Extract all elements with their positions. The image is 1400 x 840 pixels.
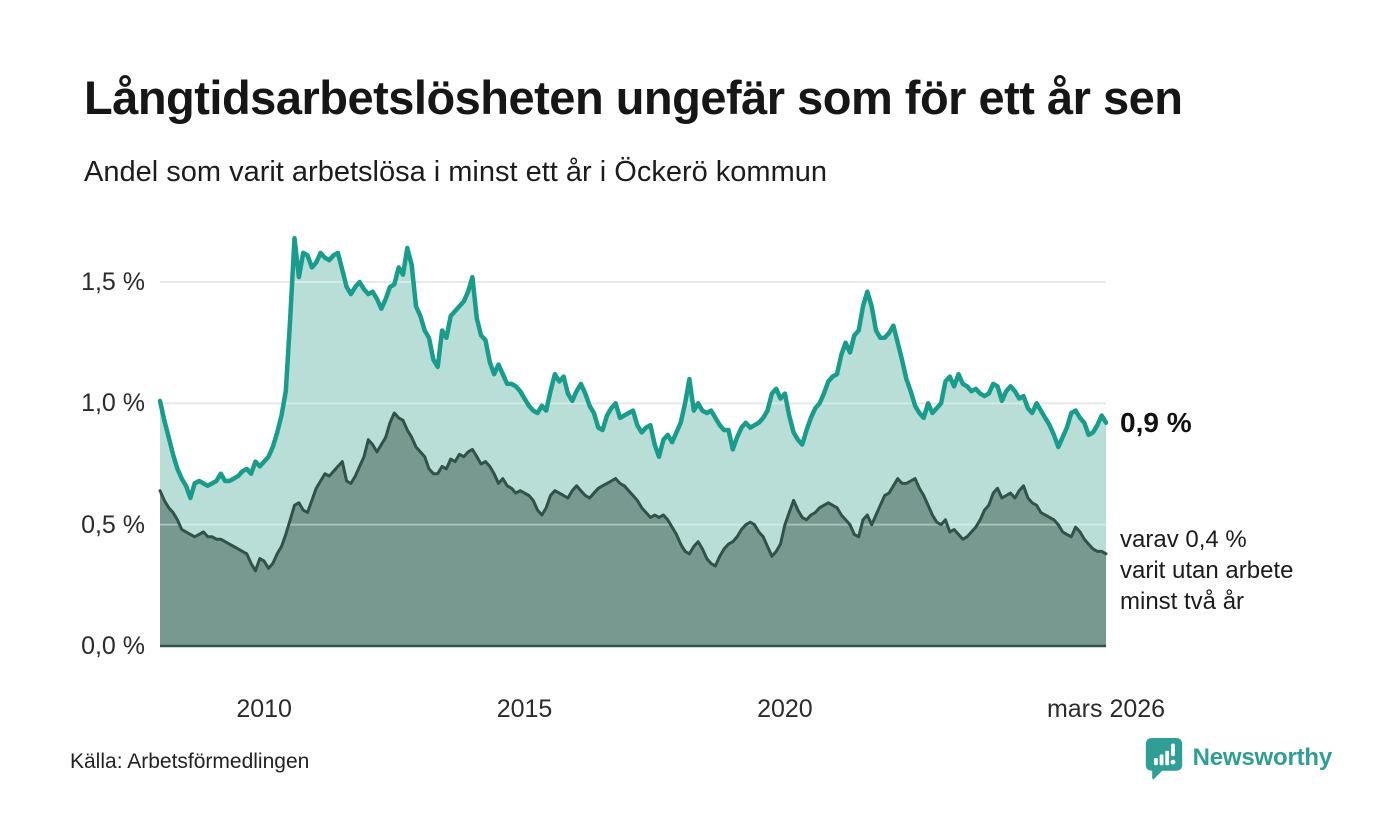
annotation-line-1: varav 0,4 % <box>1120 525 1247 553</box>
x-axis-label-2020: 2020 <box>757 695 813 723</box>
x-axis-label-mars-2026: mars 2026 <box>1046 695 1166 723</box>
y-axis-label-0-5: 0,5 % <box>81 510 145 539</box>
annotation-line-2: varit utan arbete <box>1120 556 1294 584</box>
annotation-line-3: minst två år <box>1120 587 1245 615</box>
end-value-label-primary: 0,9 % <box>1120 406 1192 438</box>
newsworthy-logo-text: Newsworthy <box>1192 744 1333 771</box>
x-axis-label-2010: 2010 <box>236 695 292 723</box>
y-axis-label-0: 0,0 % <box>81 632 145 660</box>
end-value-annotation-secondary: varav 0,4 % varit utan arbete minst två … <box>1120 524 1293 617</box>
page-title: Långtidsarbetslösheten ungefär som för e… <box>84 71 1183 124</box>
y-axis-label-1-5: 1,5 % <box>81 268 145 296</box>
source-note: Källa: Arbetsförmedlingen <box>70 750 310 773</box>
page-subtitle: Andel som varit arbetslösa i minst ett å… <box>84 156 827 188</box>
y-axis-label-1-0: 1,0 % <box>81 389 145 418</box>
newsworthy-logo: Newsworthy <box>1144 736 1332 780</box>
x-axis-label-2015: 2015 <box>496 695 553 723</box>
newsworthy-bars-icon <box>1145 738 1182 780</box>
